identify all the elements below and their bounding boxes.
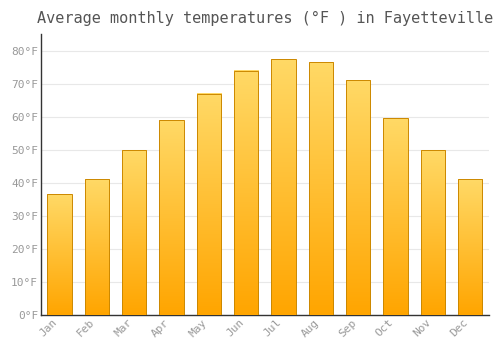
Bar (160, 120, 184, 315)
Bar (272, 59, 295, 315)
Bar (421, 150, 445, 315)
Bar (122, 150, 146, 315)
Bar (234, 71, 258, 315)
Bar (197, 94, 221, 315)
Bar (85, 180, 109, 315)
Bar (384, 118, 407, 315)
Bar (309, 62, 333, 315)
Bar (48, 194, 72, 315)
Bar (458, 180, 482, 315)
Title: Average monthly temperatures (°F ) in Fayetteville: Average monthly temperatures (°F ) in Fa… (37, 11, 493, 26)
Bar (346, 80, 370, 315)
